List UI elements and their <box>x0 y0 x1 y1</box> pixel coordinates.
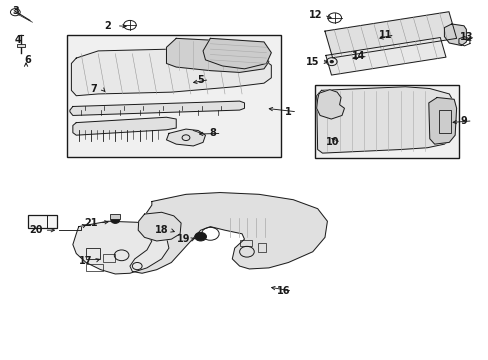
Polygon shape <box>71 49 271 96</box>
Polygon shape <box>73 117 176 135</box>
Bar <box>86 264 103 271</box>
Polygon shape <box>203 39 271 69</box>
Polygon shape <box>73 221 168 274</box>
Circle shape <box>329 60 333 63</box>
Text: 21: 21 <box>84 218 98 228</box>
Polygon shape <box>70 101 244 116</box>
Bar <box>103 253 115 262</box>
Polygon shape <box>316 87 453 153</box>
Polygon shape <box>166 129 205 146</box>
Bar <box>315 85 458 158</box>
Circle shape <box>111 217 120 224</box>
Polygon shape <box>166 39 268 72</box>
Text: 3: 3 <box>12 6 19 17</box>
Text: 5: 5 <box>197 75 203 85</box>
Bar <box>86 248 100 259</box>
Bar <box>257 243 266 252</box>
Bar <box>66 35 281 157</box>
Text: 2: 2 <box>104 21 111 31</box>
Text: 11: 11 <box>378 30 392 40</box>
Text: 9: 9 <box>460 116 467 126</box>
Bar <box>239 240 251 246</box>
Bar <box>110 215 120 219</box>
Text: 1: 1 <box>285 107 291 117</box>
Polygon shape <box>138 212 181 241</box>
Polygon shape <box>428 98 456 144</box>
Text: 16: 16 <box>276 286 290 296</box>
Bar <box>438 110 450 134</box>
Polygon shape <box>316 90 344 119</box>
Bar <box>27 215 57 228</box>
Text: 17: 17 <box>79 256 93 266</box>
Polygon shape <box>444 24 466 45</box>
Circle shape <box>194 232 206 241</box>
Text: 18: 18 <box>155 225 168 235</box>
Text: 8: 8 <box>209 129 216 138</box>
Text: 4: 4 <box>14 35 21 45</box>
Polygon shape <box>325 37 445 75</box>
Bar <box>17 44 25 47</box>
Text: 20: 20 <box>29 225 42 235</box>
Text: 10: 10 <box>325 138 338 147</box>
Circle shape <box>198 235 203 238</box>
Text: 15: 15 <box>305 57 319 67</box>
Text: 13: 13 <box>459 32 472 41</box>
Text: 14: 14 <box>352 51 365 61</box>
Text: 7: 7 <box>90 84 97 94</box>
Text: 6: 6 <box>24 55 31 65</box>
Text: 19: 19 <box>177 234 190 244</box>
Polygon shape <box>324 12 456 58</box>
Text: 12: 12 <box>308 10 321 20</box>
Polygon shape <box>130 193 327 273</box>
